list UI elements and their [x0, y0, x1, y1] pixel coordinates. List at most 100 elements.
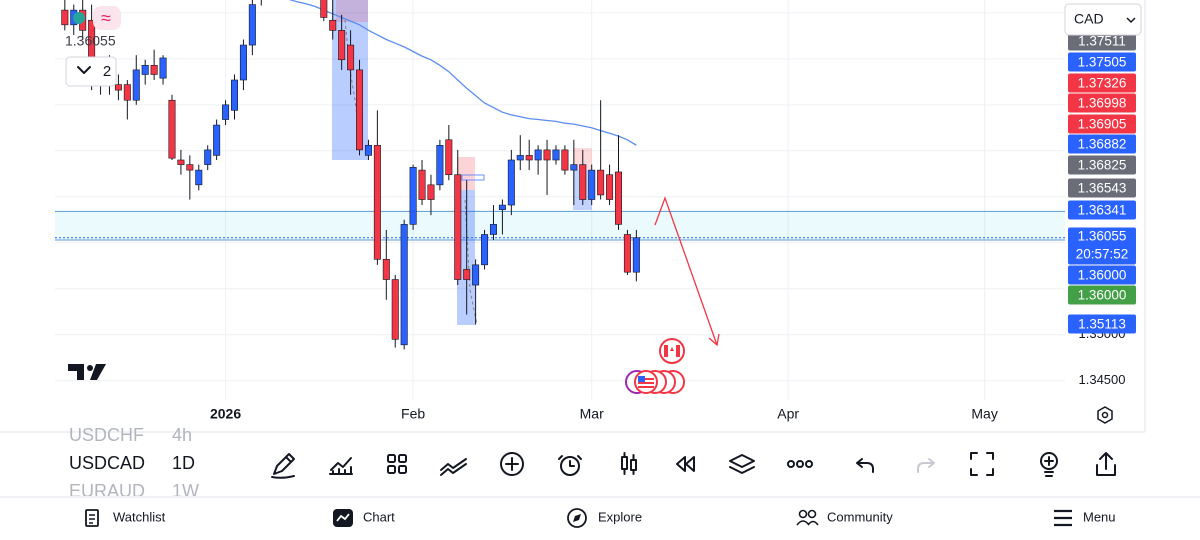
arrow-drawing [654, 196, 718, 346]
undo-tool[interactable] [856, 458, 874, 473]
templates-tool[interactable] [387, 454, 407, 474]
share-tool[interactable] [1096, 452, 1116, 476]
candle-body [141, 64, 149, 75]
candle-body [498, 204, 506, 210]
nav-label[interactable]: Chart [363, 509, 395, 524]
nav-label[interactable]: Community [827, 509, 893, 524]
candle-body [579, 164, 587, 200]
candle-body [507, 159, 515, 206]
price-tag-label: 1.36000 [1078, 268, 1127, 283]
candle-body [409, 167, 417, 225]
drawing-box [336, 0, 368, 22]
status-dot [73, 12, 85, 24]
chevron [77, 66, 91, 74]
symbol-interval[interactable]: 4h [172, 425, 192, 445]
candle-body [177, 159, 185, 165]
nav-community[interactable] [796, 509, 819, 526]
price-tag [1068, 114, 1136, 134]
event-canada[interactable] [659, 338, 685, 364]
event-us[interactable] [625, 370, 685, 394]
candle-body [534, 149, 542, 161]
candle-body [632, 237, 640, 273]
candle-body [614, 171, 622, 225]
currency-control[interactable]: CAD [1064, 3, 1142, 36]
bar-style-tool[interactable] [621, 452, 637, 475]
nav-chart[interactable] [333, 509, 353, 527]
more-tool[interactable] [787, 460, 813, 468]
candle-body [597, 169, 605, 196]
price-tag [1068, 285, 1136, 305]
candle-body [570, 164, 578, 171]
nav-watchlist[interactable] [85, 509, 99, 527]
price-tag [1068, 314, 1136, 334]
alert-tool[interactable] [558, 455, 582, 476]
replay-tool[interactable] [676, 456, 695, 472]
candles [55, 0, 1065, 350]
layers-tool[interactable] [729, 454, 755, 474]
candle-body [186, 164, 194, 171]
candle-body [454, 174, 462, 280]
price-tag-label: 1.36543 [1078, 181, 1127, 196]
symbol-name[interactable]: EURAUD [69, 481, 145, 501]
ideas-tool[interactable] [1040, 452, 1058, 477]
candle-body [168, 99, 176, 159]
countdown: 20:57:52 [1076, 247, 1129, 262]
price-tag-label: 1.36882 [1078, 137, 1127, 152]
price-tag-label: 1.37505 [1078, 55, 1127, 70]
fullscreen-tool[interactable] [970, 452, 994, 476]
candle-body [347, 44, 355, 71]
candle-body [525, 155, 533, 161]
candle-body [222, 104, 230, 120]
moving-average [288, 0, 637, 146]
price-tag-label: 1.36000 [1078, 288, 1127, 303]
nav-menu[interactable] [1054, 509, 1072, 527]
logo [68, 364, 106, 380]
x-tick-label: May [971, 406, 997, 422]
symbol-interval[interactable]: 1W [172, 481, 199, 501]
price-tag [1068, 134, 1136, 154]
compare-tool[interactable] [440, 458, 467, 476]
candle-body [364, 144, 372, 156]
candle-body [159, 57, 167, 79]
nav-label[interactable]: Menu [1083, 509, 1116, 524]
symbol-name[interactable]: USDCAD [69, 453, 145, 473]
indicator-badge[interactable] [93, 6, 121, 30]
candle-body [588, 169, 596, 200]
x-tick-label: Apr [777, 406, 799, 422]
price-tag-label: 1.36998 [1078, 96, 1127, 111]
settings-button[interactable] [1097, 406, 1113, 424]
nav-label[interactable]: Watchlist [113, 509, 166, 524]
price-tag [1068, 155, 1136, 175]
symbol-interval[interactable]: 1D [172, 453, 195, 473]
nav-label[interactable]: Explore [598, 509, 642, 524]
x-tick-label: Feb [401, 406, 425, 422]
price-tag [1068, 178, 1136, 198]
drawing-box [461, 174, 485, 181]
draw-tool[interactable] [271, 453, 295, 479]
collapse-button[interactable] [65, 56, 117, 87]
indicators-tool[interactable] [329, 457, 353, 475]
symbol-name[interactable]: USDCHF [69, 425, 144, 445]
candle-body [623, 234, 631, 273]
nav-explore[interactable] [567, 508, 587, 528]
x-tick-label: 2026 [210, 406, 241, 422]
candle-body [114, 84, 122, 91]
logo-dot [87, 365, 93, 371]
candle-body [400, 224, 408, 346]
candle-body [213, 124, 221, 156]
candle-body [516, 155, 524, 161]
candle-body [204, 149, 212, 165]
price-tags: 1.37511 1.37505 1.37326 1.36998 1.36905 1.368… [1068, 31, 1136, 334]
candle-body [123, 84, 131, 101]
add-tool[interactable] [500, 452, 524, 476]
candle-body [61, 9, 69, 26]
candle-body [230, 79, 238, 111]
price-tag-label: 1.35113 [1078, 317, 1126, 332]
price-tag [1068, 31, 1136, 51]
price-tag [1068, 52, 1136, 72]
currency-select[interactable] [1064, 3, 1142, 36]
collapse-count: 2 [103, 63, 111, 80]
candle-body [481, 234, 489, 266]
